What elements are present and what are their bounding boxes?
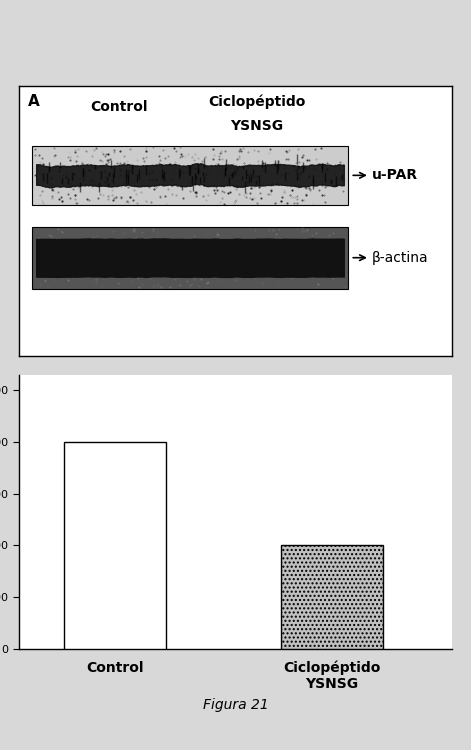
Text: YSNSG: YSNSG xyxy=(231,118,284,133)
Bar xyxy=(64,442,166,649)
Text: β-actina: β-actina xyxy=(372,251,429,265)
Text: Figura 21: Figura 21 xyxy=(203,698,268,712)
Text: Control: Control xyxy=(90,100,147,114)
Bar xyxy=(281,545,383,649)
Text: A: A xyxy=(27,94,39,110)
FancyBboxPatch shape xyxy=(32,226,348,289)
Text: Ciclopéptido: Ciclopéptido xyxy=(209,94,306,109)
FancyBboxPatch shape xyxy=(32,146,348,205)
Text: u-PAR: u-PAR xyxy=(372,168,418,182)
